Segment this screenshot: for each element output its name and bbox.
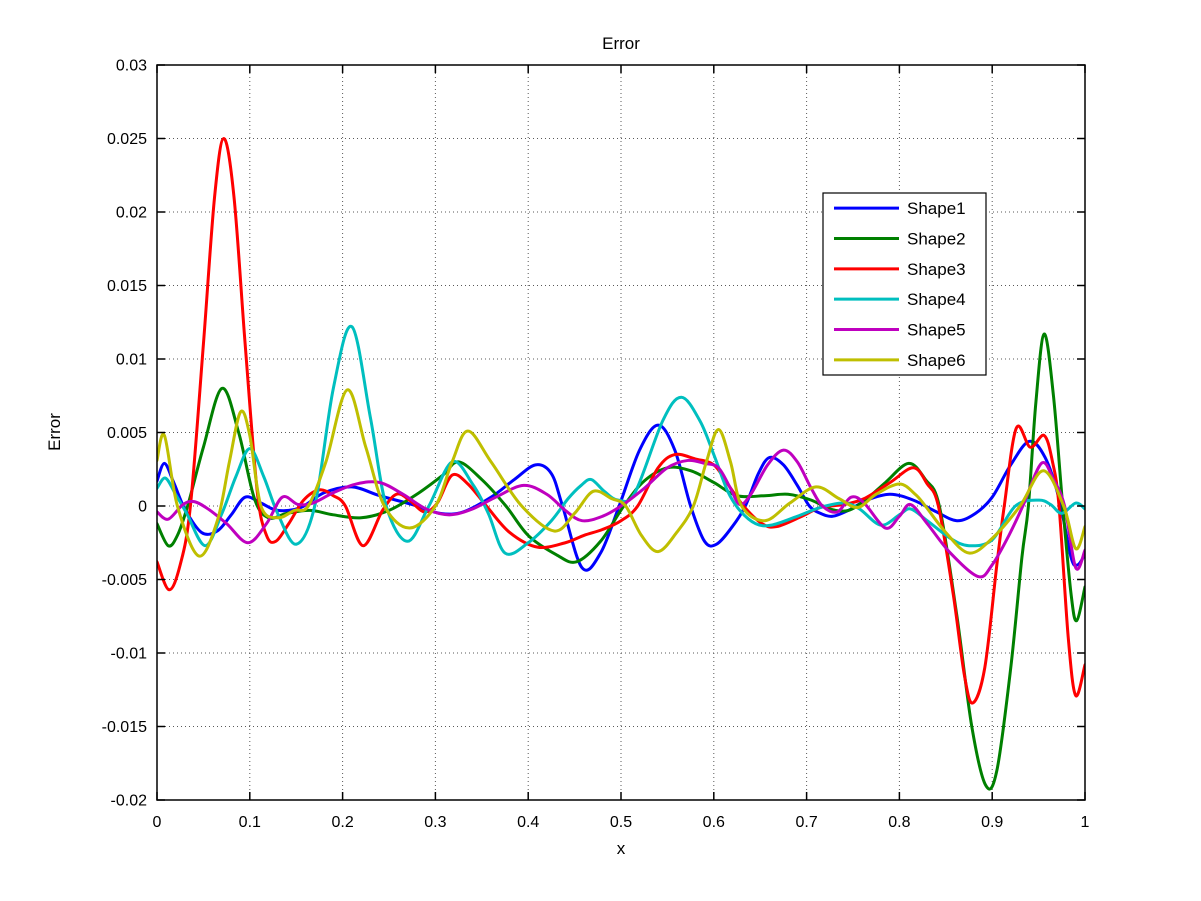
x-tick-label: 0.9	[981, 814, 1003, 831]
y-tick-label: -0.015	[102, 719, 147, 736]
x-tick-label: 0.3	[424, 814, 446, 831]
tick-labels: 0 0.1 0.2 0.3 0.4 0.5 0.6 0.7 0.8 0.9 1 -0.02 -0.015…	[102, 58, 1090, 832]
legend-label-shape4: Shape4	[907, 290, 966, 309]
x-tick-label: 0.1	[239, 814, 261, 831]
y-tick-label: 0.015	[107, 278, 147, 295]
x-tick-label: 0.7	[795, 814, 817, 831]
legend-box	[822, 192, 987, 376]
chart-title: Error	[602, 34, 640, 53]
y-tick-label: 0	[138, 499, 147, 516]
x-tick-label: 0.2	[331, 814, 353, 831]
legend-label-shape5: Shape5	[907, 321, 966, 340]
series-line-shape5	[157, 448, 1085, 579]
x-tick-label: 1	[1081, 814, 1090, 831]
y-axis-label: Error	[45, 413, 64, 451]
legend-label-shape3: Shape3	[907, 260, 966, 279]
legend: Shape1 Shape2 Shape3 Shape4 Shape5 Shape6	[822, 192, 987, 376]
y-tick-label: -0.01	[111, 646, 148, 663]
x-tick-label: 0.6	[703, 814, 725, 831]
y-tick-label: 0.01	[116, 352, 147, 369]
legend-label-shape6: Shape6	[907, 351, 966, 370]
y-tick-label: 0.005	[107, 425, 147, 442]
y-tick-label: -0.02	[111, 793, 148, 810]
y-tick-label: -0.005	[102, 572, 147, 589]
axes-box	[156, 64, 1086, 801]
y-tick-label: 0.02	[116, 205, 147, 222]
legend-label-shape2: Shape2	[907, 230, 966, 249]
legend-label-shape1: Shape1	[907, 199, 966, 218]
x-tick-label: 0.5	[610, 814, 632, 831]
x-tick-label: 0.8	[888, 814, 910, 831]
grid-lines	[157, 65, 1085, 800]
series-curves	[157, 137, 1085, 791]
x-axis-label: x	[616, 839, 626, 858]
x-tick-label: 0	[153, 814, 162, 831]
y-tick-label: 0.025	[107, 131, 147, 148]
y-tick-label: 0.03	[116, 58, 147, 75]
series-line-shape6	[157, 388, 1085, 558]
x-tick-label: 0.4	[517, 814, 539, 831]
